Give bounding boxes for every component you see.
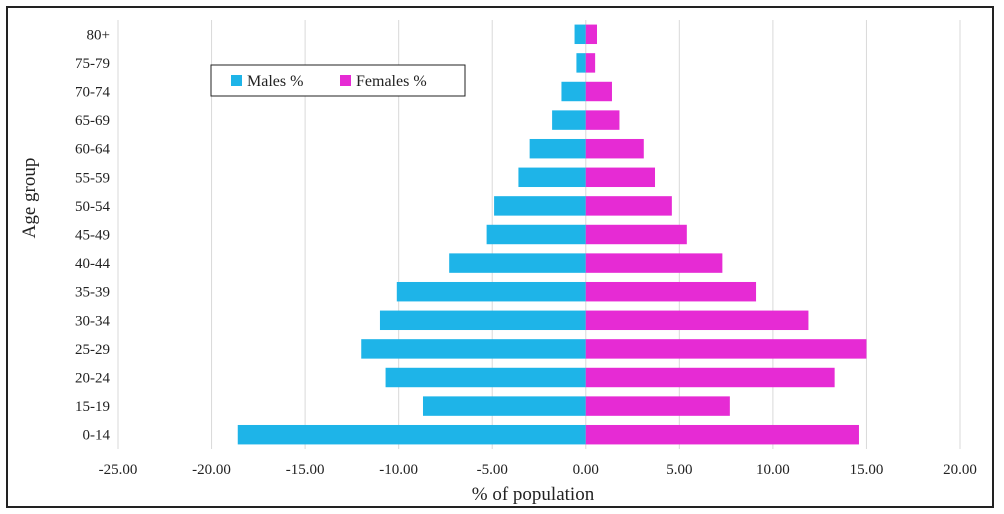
bar-females	[585, 24, 598, 45]
y-tick-label: 25-29	[75, 342, 110, 358]
bars	[237, 24, 867, 445]
x-tick-label: -20.00	[192, 462, 231, 478]
chart-frame: 0-14 15-19 20-24 25-29 30-34 35-39 40-44 45-49 5…	[6, 6, 994, 508]
x-tick-labels: -25.00 -20.00 -15.00 -10.00 -5.00 0.00 5.00 10.…	[99, 462, 977, 478]
bar-females	[585, 310, 809, 331]
bar-males	[422, 396, 586, 416]
bar-females	[585, 167, 656, 188]
legend-swatch-males	[231, 75, 242, 86]
x-tick-label: 10.00	[756, 462, 790, 478]
bar-males	[494, 196, 586, 216]
y-tick-label: 40-44	[75, 256, 110, 272]
y-axis-title: Age group	[19, 158, 40, 239]
bar-males	[529, 138, 586, 159]
bar-females	[585, 81, 612, 102]
y-tick-label: 70-74	[75, 85, 110, 101]
bar-males	[574, 24, 586, 45]
x-tick-label: -25.00	[99, 462, 138, 478]
bar-males	[576, 53, 586, 73]
x-axis-title: % of population	[472, 484, 595, 505]
bar-females	[585, 367, 835, 388]
x-tick-label: 0.00	[573, 462, 599, 478]
legend: Males % Females %	[210, 64, 466, 97]
y-tick-label: 0-14	[83, 428, 111, 444]
bar-females	[585, 110, 620, 130]
bar-males	[361, 339, 586, 359]
bar-females	[585, 424, 859, 445]
x-tick-label: 5.00	[666, 462, 692, 478]
y-tick-label: 20-24	[75, 371, 110, 387]
bar-males	[396, 281, 586, 302]
bar-females	[585, 224, 687, 245]
bar-females	[585, 196, 672, 216]
x-tick-label: 15.00	[850, 462, 884, 478]
y-tick-label: 65-69	[75, 113, 110, 129]
bar-females	[585, 281, 757, 302]
x-tick-label: 20.00	[943, 462, 977, 478]
bar-females	[585, 53, 596, 73]
legend-label-females: Females %	[356, 73, 427, 90]
bar-females	[585, 253, 723, 273]
bar-females	[585, 396, 730, 416]
bar-males	[237, 424, 586, 445]
legend-swatch-females	[340, 75, 351, 86]
bar-males	[561, 81, 586, 102]
legend-label-males: Males %	[247, 73, 303, 90]
x-tick-label: -5.00	[477, 462, 508, 478]
bar-males	[486, 224, 586, 245]
y-tick-label: 60-64	[75, 142, 110, 158]
bar-males	[552, 110, 586, 130]
bar-females	[585, 138, 644, 159]
y-tick-label: 55-59	[75, 170, 110, 186]
bar-males	[449, 253, 586, 273]
x-tick-label: -15.00	[286, 462, 325, 478]
y-tick-labels: 0-14 15-19 20-24 25-29 30-34 35-39 40-44 45-49 5…	[75, 27, 110, 443]
y-tick-label: 50-54	[75, 199, 110, 215]
y-tick-label: 75-79	[75, 56, 110, 72]
bar-males	[379, 310, 586, 331]
x-tick-label: -10.00	[379, 462, 418, 478]
y-tick-label: 35-39	[75, 285, 110, 301]
bar-females	[585, 339, 867, 359]
bar-males	[385, 367, 586, 388]
bar-males	[518, 167, 586, 188]
legend-box	[210, 64, 466, 97]
population-pyramid-chart: 0-14 15-19 20-24 25-29 30-34 35-39 40-44 45-49 5…	[19, 20, 977, 505]
y-tick-label: 30-34	[75, 313, 110, 329]
y-tick-label: 45-49	[75, 228, 110, 244]
y-tick-label: 80+	[87, 27, 110, 43]
y-tick-label: 15-19	[75, 399, 110, 415]
